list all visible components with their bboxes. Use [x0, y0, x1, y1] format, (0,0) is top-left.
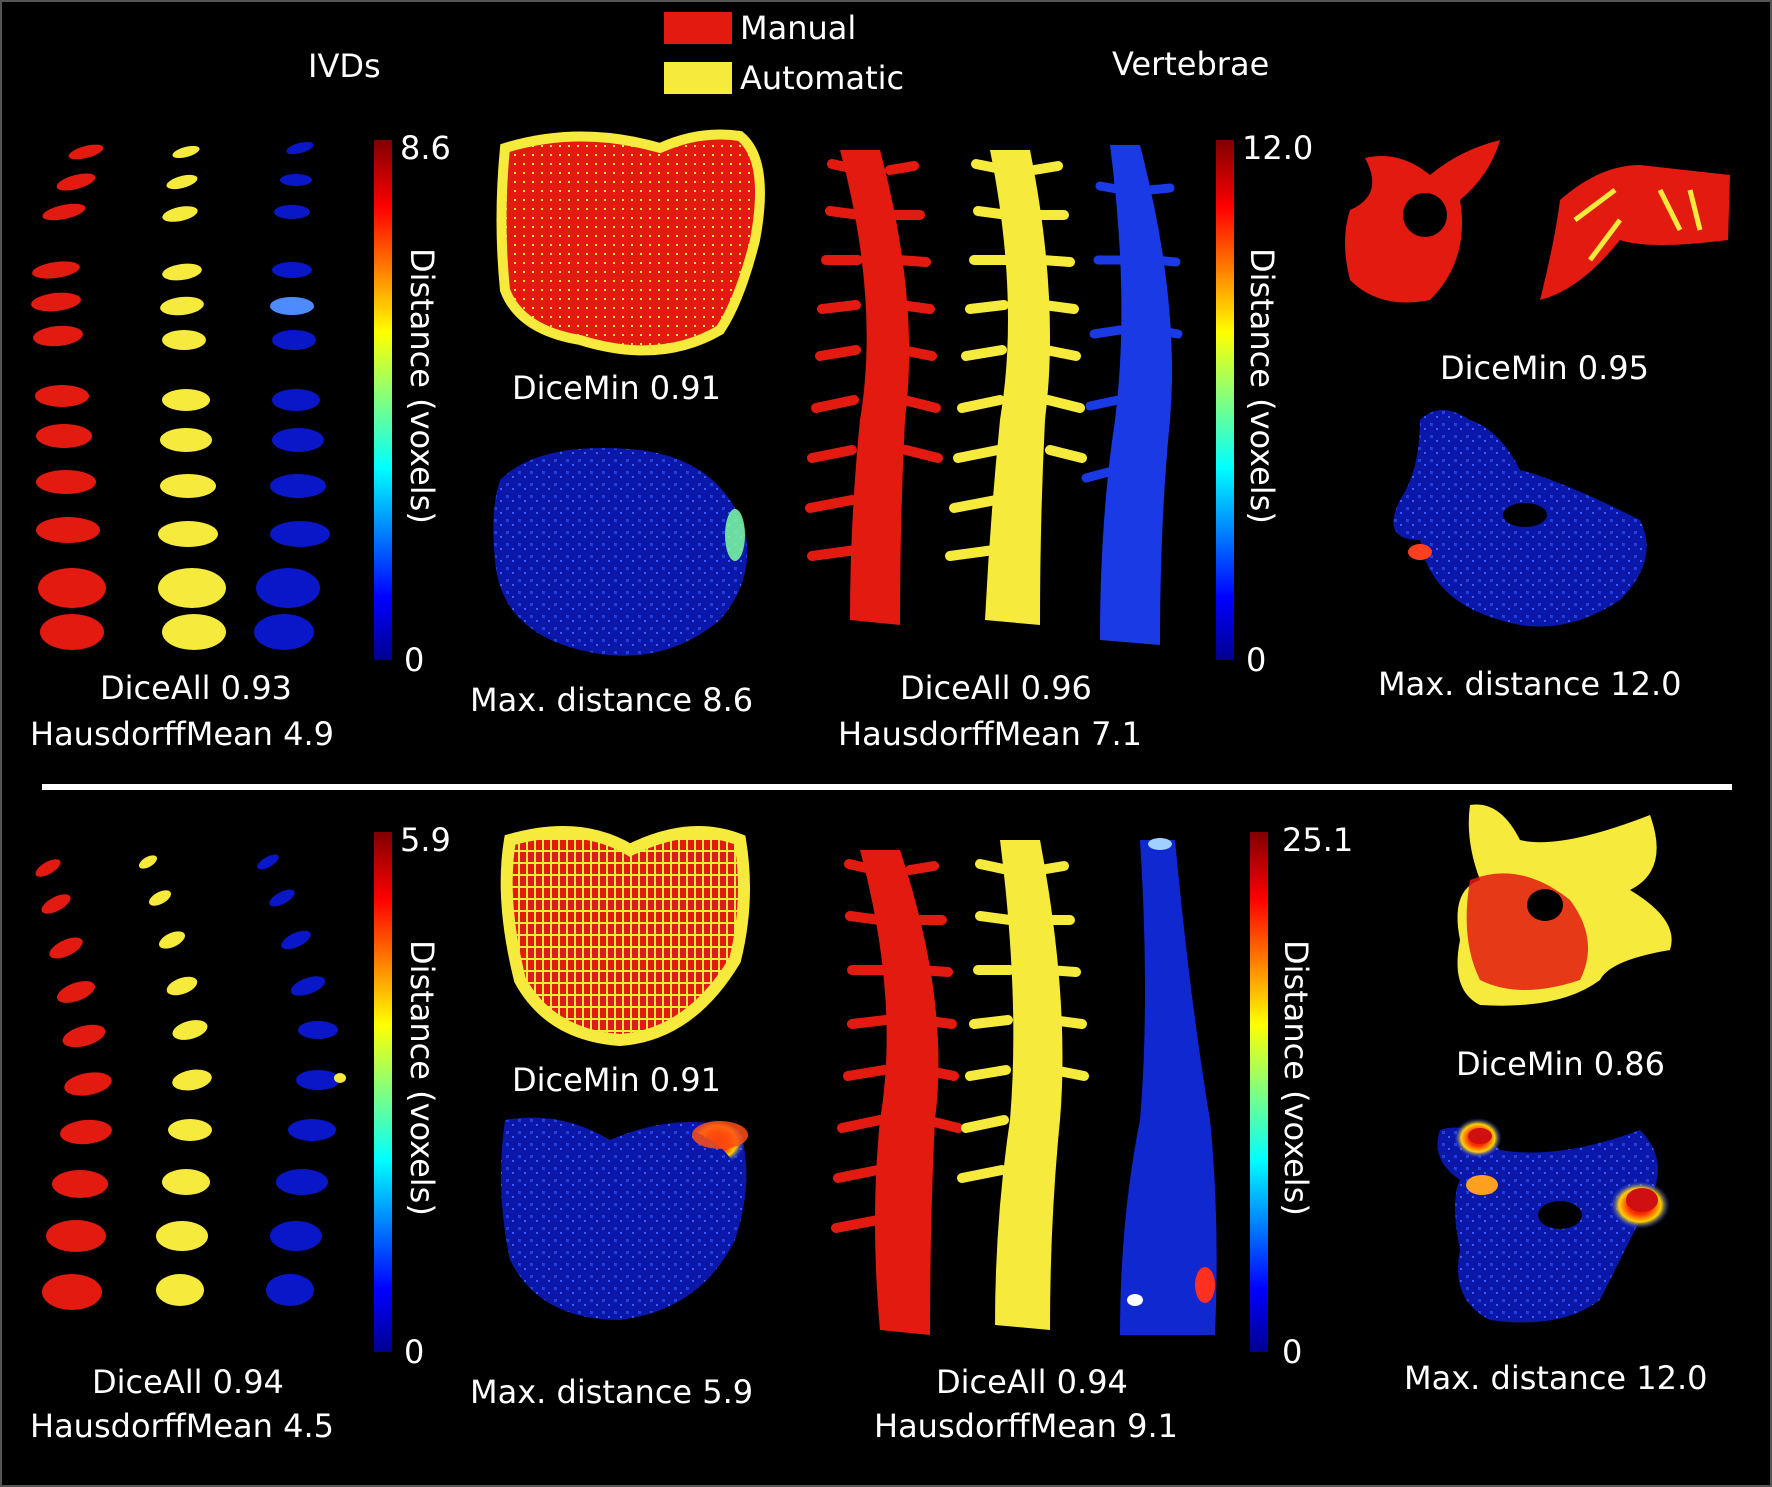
colorbar-vertebrae-row2-min: 0: [1282, 1333, 1303, 1371]
vertebrae-row2-max-distance: Max. distance 12.0: [1404, 1359, 1708, 1397]
colorbar-ivd-row1: [374, 140, 392, 660]
colorbar-ivd-row1-max: 8.6: [400, 129, 451, 167]
header-ivds: IVDs: [308, 47, 381, 85]
colorbar-ivd-row1-min: 0: [404, 641, 425, 679]
spine-manual-row1: [805, 150, 943, 625]
ivd-row2-max-distance: Max. distance 5.9: [470, 1373, 754, 1411]
colorbar-vertebrae-row2-title: Distance (voxels): [1277, 940, 1315, 1216]
vertebrae-row2-dice-all: DiceAll 0.94: [936, 1363, 1128, 1401]
legend-label-automatic: Automatic: [740, 59, 905, 97]
vertebrae-row1-dice-all: DiceAll 0.96: [900, 669, 1092, 707]
colorbar-ivd-row1-title: Distance (voxels): [403, 248, 441, 524]
spine-manual-row2: [831, 850, 963, 1335]
ivd-row1-dice-all: DiceAll 0.93: [100, 669, 292, 707]
spine-distance-row1: [1081, 145, 1183, 645]
colorbar-ivd-row2: [374, 832, 392, 1352]
vertebrae-row1-max-distance: Max. distance 12.0: [1378, 665, 1682, 703]
ivd-row1-hausdorff-mean: HausdorffMean 4.9: [30, 715, 334, 753]
ivd-stack-manual-row2: [35, 859, 112, 1310]
ivd-stack-manual-row1: [31, 144, 106, 650]
ivd-single-distance-row1: [493, 448, 748, 656]
vertebra-foramen-row1: [1403, 193, 1447, 237]
colorbar-vertebrae-row1-min: 0: [1246, 641, 1267, 679]
header-vertebrae: Vertebrae: [1112, 45, 1270, 83]
colorbar-vertebrae-row2: [1250, 832, 1268, 1352]
ivd-single-distance-row2: [501, 1117, 747, 1320]
ivd-row1-dice-min: DiceMin 0.91: [512, 369, 722, 407]
vertebra-overlay-texture-row1: [1573, 188, 1703, 262]
vertebra-hotspot-row1: [1408, 544, 1432, 560]
colorbar-ivd-row2-title: Distance (voxels): [403, 940, 441, 1216]
colorbar-ivd-row2-min: 0: [404, 1333, 425, 1371]
ivd-stack-automatic-row1: [158, 145, 226, 650]
spine-distance-row2: [1120, 838, 1217, 1335]
legend-label-manual: Manual: [740, 9, 857, 47]
colorbar-ivd-row2-max: 5.9: [400, 821, 451, 859]
ivd-stack-distance-row1: [254, 141, 330, 650]
legend-swatch-manual: [664, 12, 732, 44]
vertebrae-row2-hausdorff-mean: HausdorffMean 9.1: [874, 1407, 1178, 1445]
ivd-stack-automatic-row2: [138, 855, 212, 1306]
vertebra-single-overlay-row1-b: [1540, 165, 1730, 300]
vertebrae-row1-hausdorff-mean: HausdorffMean 7.1: [838, 715, 1142, 753]
ivd-row2-dice-min: DiceMin 0.91: [512, 1061, 722, 1099]
colorbar-vertebrae-row1-title: Distance (voxels): [1243, 248, 1281, 524]
colorbar-vertebrae-row1-max: 12.0: [1242, 129, 1314, 167]
vertebrae-row2-dice-min: DiceMin 0.86: [1456, 1045, 1666, 1083]
ivd-single-overlay-row2: [500, 826, 750, 1047]
spine-automatic-row1: [945, 150, 1087, 625]
ivd-row1-max-distance: Max. distance 8.6: [470, 681, 754, 719]
ivd-stack-distance-row2: [257, 854, 346, 1306]
legend-swatch-automatic: [664, 62, 732, 94]
ivd-single-overlay-row1: [496, 129, 765, 356]
row-separator: [42, 784, 1732, 790]
ivd-hotspot-row1: [725, 509, 745, 561]
ivd-row2-dice-all: DiceAll 0.94: [92, 1363, 284, 1401]
colorbar-vertebrae-row1: [1216, 140, 1234, 660]
vertebrae-row1-dice-min: DiceMin 0.95: [1440, 349, 1650, 387]
spine-automatic-row2: [957, 840, 1089, 1330]
colorbar-vertebrae-row2-max: 25.1: [1282, 821, 1354, 859]
ivd-row2-hausdorff-mean: HausdorffMean 4.5: [30, 1407, 334, 1445]
